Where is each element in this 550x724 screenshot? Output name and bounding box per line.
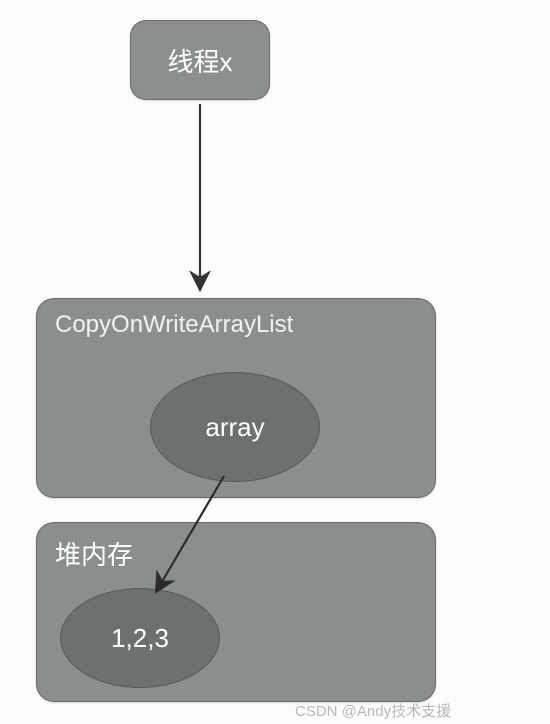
- node-values-ellipse: 1,2,3: [60, 588, 220, 688]
- watermark-text: CSDN @Andy技术支援: [295, 700, 451, 721]
- node-array-ellipse: array: [150, 372, 320, 482]
- diagram-canvas: 线程x CopyOnWriteArrayList array 堆内存 1,2,3…: [0, 0, 550, 724]
- node-thread: 线程x: [130, 20, 270, 100]
